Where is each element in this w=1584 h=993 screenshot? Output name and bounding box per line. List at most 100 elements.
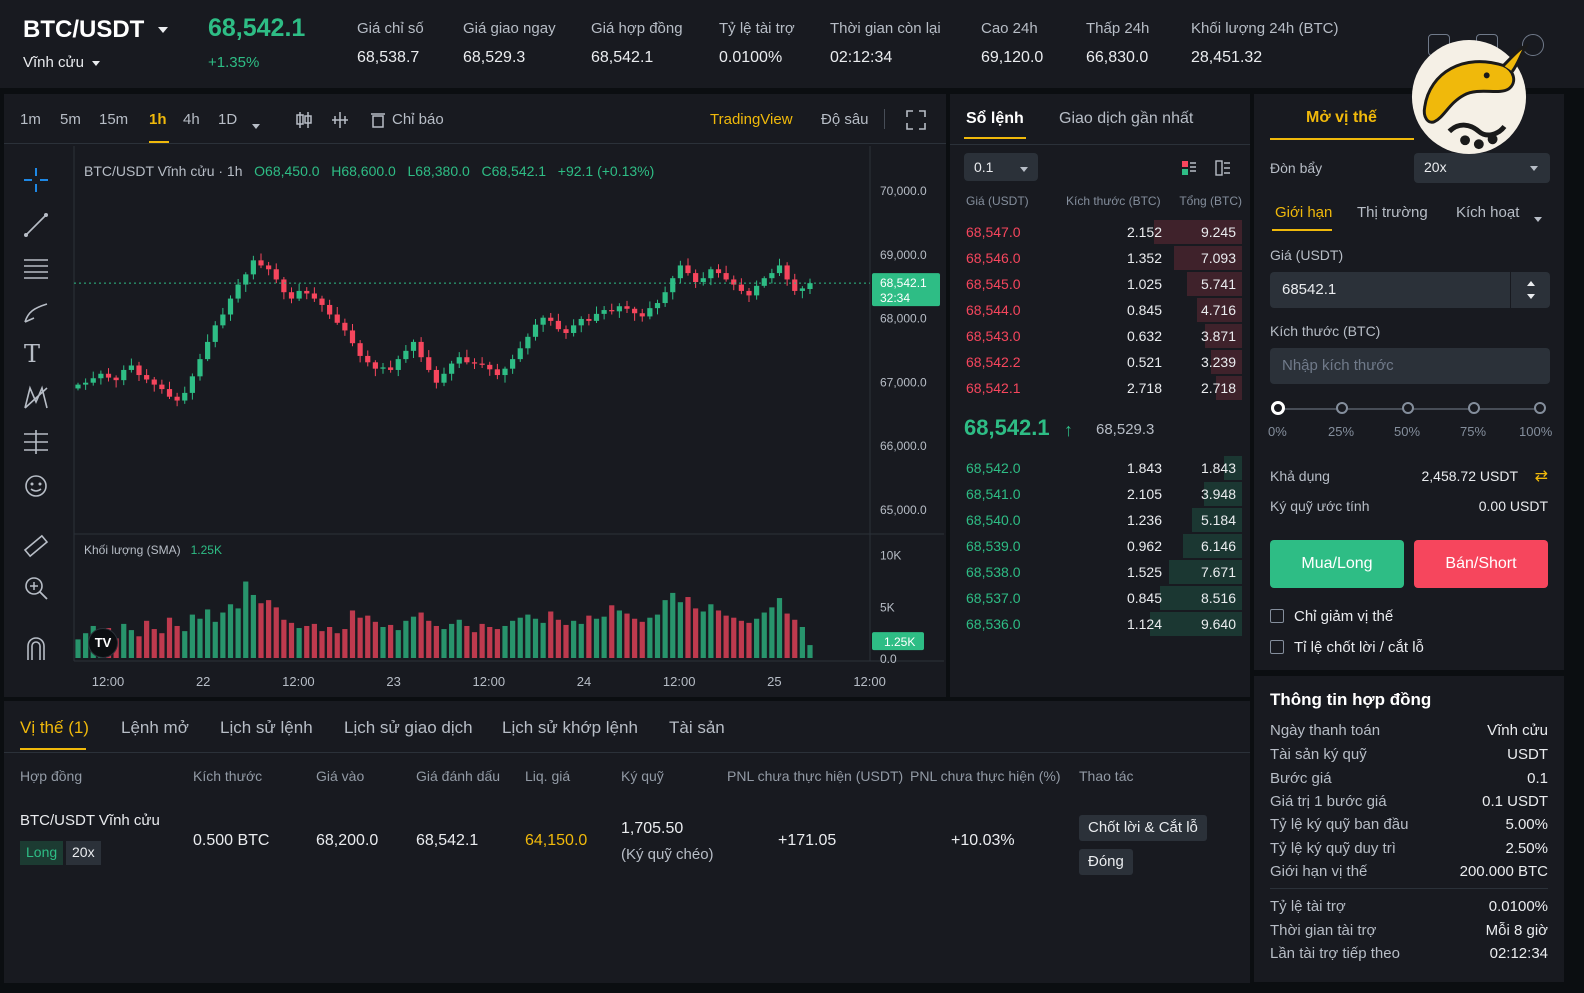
timeframe-1d[interactable]: 1D [218,111,238,128]
candle-body [83,382,89,385]
tpsl-button[interactable]: Chốt lời & Cắt lỗ [1079,815,1207,841]
tab-order-history[interactable]: Lịch sử lệnh [220,718,313,737]
bid-row[interactable]: 68,542.0 1.843 1.843 [964,455,1242,481]
price-stepper[interactable] [1510,272,1550,308]
tab-fill-history[interactable]: Lịch sử khớp lệnh [502,718,638,737]
indicators-button[interactable]: Chỉ báo [392,111,444,128]
candle-body [456,357,462,364]
sell-short-button[interactable]: Bán/Short [1414,540,1548,588]
tab-open-orders[interactable]: Lệnh mở [121,718,189,737]
leverage-value: 20x [1424,159,1447,175]
book-total: 5.741 [1200,276,1236,292]
order-type-limit[interactable]: Giới hạn [1275,204,1333,221]
book-size: 0.845 [1126,590,1162,606]
fullscreen-icon[interactable] [906,110,926,130]
candle-body [220,314,226,326]
tpsl-checkbox[interactable]: Tỉ lệ chốt lời / cắt lỗ [1270,639,1424,656]
ask-row[interactable]: 68,545.0 1.025 5.741 [964,271,1242,297]
candle-body [586,318,592,321]
increment-icon[interactable] [1527,281,1535,286]
slider-mark-50[interactable] [1402,402,1414,414]
tab-assets[interactable]: Tài sản [669,718,725,737]
compare-icon[interactable] [331,111,349,129]
price-chart[interactable]: 70,000.0 69,000.0 68,000.0 67,000.0 66,000.0… [4,146,946,697]
ask-row[interactable]: 68,542.2 0.521 3.239 [964,349,1242,375]
x-tick-label: 25 [767,674,781,689]
depth-tab[interactable]: Độ sâu [821,111,869,128]
symbol-selector[interactable]: BTC/USDT [23,16,145,43]
text-tool-icon[interactable]: T [24,340,41,368]
position-contract[interactable]: BTC/USDT Vĩnh cửu [20,812,160,829]
bid-row[interactable]: 68,541.0 2.105 3.948 [964,481,1242,507]
depth-bar [1160,586,1242,610]
chevron-down-icon[interactable] [252,117,260,133]
slider-mark-100[interactable] [1534,402,1546,414]
bid-row[interactable]: 68,538.0 1.525 7.671 [964,559,1242,585]
candle-body [410,341,417,351]
bid-row[interactable]: 68,539.0 0.962 6.146 [964,533,1242,559]
tab-recent-trades[interactable]: Giao dịch gần nhất [1059,110,1194,127]
horizontal-lines-icon[interactable] [22,254,50,282]
indicator-icon[interactable] [370,112,386,128]
tradingview-tab[interactable]: TradingView [710,111,793,128]
decrement-icon[interactable] [1527,294,1535,299]
ask-row[interactable]: 68,543.0 0.632 3.871 [964,323,1242,349]
tick-size-selector[interactable]: 0.1 [964,153,1038,181]
ask-row[interactable]: 68,542.1 2.718 2.718 [964,375,1242,401]
chevron-down-icon[interactable] [1534,210,1542,226]
stat-spot-price: Giá giao ngay 68,529.3 [463,20,556,67]
order-type-market[interactable]: Thị trường [1357,204,1428,221]
size-input[interactable]: Nhập kích thước [1270,348,1550,384]
ask-row[interactable]: 68,547.0 2.152 9.245 [964,219,1242,245]
zoom-in-icon[interactable] [22,574,50,602]
contract-type-selector[interactable]: Vĩnh cửu [23,54,84,71]
book-both-view-icon[interactable] [1181,160,1197,176]
tab-trade-history[interactable]: Lịch sử giao dịch [344,718,473,737]
emoji-icon[interactable] [22,472,50,500]
order-type-trigger[interactable]: Kích hoạt [1456,204,1520,221]
y-tick-label: 67,000.0 [880,375,927,389]
slider-mark-25[interactable] [1336,402,1348,414]
leverage-selector[interactable]: 20x [1414,153,1550,183]
bid-row[interactable]: 68,537.0 0.845 8.516 [964,585,1242,611]
volume-bar [548,611,554,658]
slider-mark-75[interactable] [1468,402,1480,414]
y-tick-label: 69,000.0 [880,248,927,262]
timeframe-1h[interactable]: 1h [149,111,167,128]
book-price: 68,542.1 [966,380,1021,396]
trendline-icon[interactable] [22,211,50,239]
bid-row[interactable]: 68,540.0 1.236 5.184 [964,507,1242,533]
checkbox-icon[interactable] [1270,640,1284,654]
magnet-icon[interactable] [22,634,50,662]
transfer-icon[interactable]: ⇄ [1534,468,1548,485]
timeframe-15m[interactable]: 15m [99,111,129,128]
volume-bar [189,614,195,658]
tab-positions[interactable]: Vị thế (1) [20,718,89,737]
timeframe-4h[interactable]: 4h [183,111,200,128]
price-input[interactable]: 68542.1 [1270,272,1550,308]
forecast-icon[interactable] [22,428,50,456]
gear-icon[interactable] [1522,34,1544,56]
timeframe-1m[interactable]: 1m [20,111,41,128]
ask-row[interactable]: 68,546.0 1.352 7.093 [964,245,1242,271]
ask-row[interactable]: 68,544.0 0.845 4.716 [964,297,1242,323]
close-position-button[interactable]: Đóng [1079,849,1133,875]
buy-long-button[interactable]: Mua/Long [1270,540,1404,588]
timeframe-5m[interactable]: 5m [60,111,81,128]
chevron-down-icon[interactable] [158,27,168,33]
checkbox-icon[interactable] [1270,609,1284,623]
bid-row[interactable]: 68,536.0 1.124 9.640 [964,611,1242,637]
pattern-icon[interactable] [22,384,50,412]
candlestick-type-icon[interactable] [295,111,313,129]
book-split-view-icon[interactable] [1215,160,1231,176]
ruler-icon[interactable] [22,532,50,560]
chevron-down-icon[interactable] [92,61,100,66]
brush-icon[interactable] [22,298,50,326]
volume-bar [685,597,691,658]
tab-open-position[interactable]: Mở vị thế [1306,109,1377,126]
tab-orderbook[interactable]: Sổ lệnh [966,110,1024,127]
reduce-only-checkbox[interactable]: Chỉ giảm vị thế [1270,608,1393,625]
crosshair-icon[interactable] [22,166,50,194]
size-slider-handle[interactable] [1271,401,1285,415]
candle-body [365,355,371,363]
